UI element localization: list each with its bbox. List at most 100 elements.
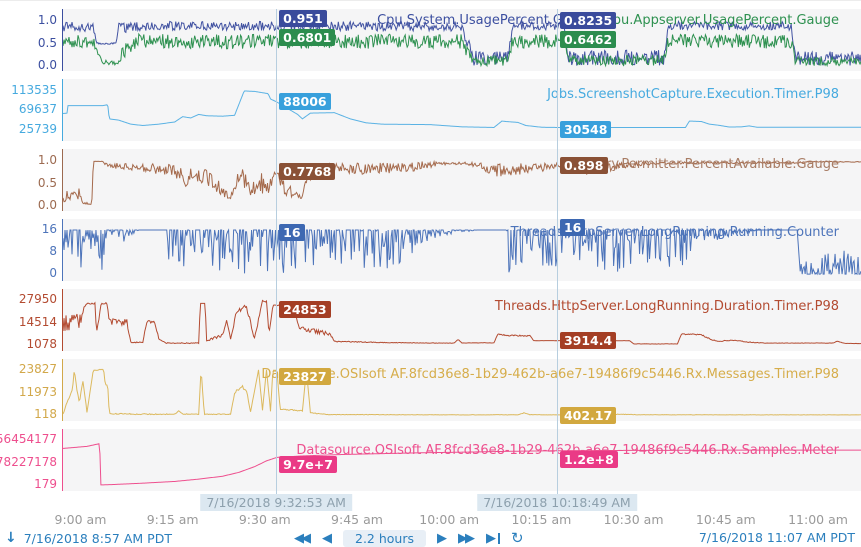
chart-row: 27950 14514 1078 Threads.HttpServer.LongRun… bbox=[0, 289, 861, 351]
toolbar-right: 7/16/2018 11:07 AM PDT bbox=[699, 530, 855, 545]
chart-row: 113535 69637 25739 Jobs.ScreenshotCapture.E… bbox=[0, 79, 861, 141]
toolbar-left: ↓ 7/16/2018 8:57 AM PDT bbox=[5, 530, 172, 547]
x-axis-tick-label: 9:45 am bbox=[331, 512, 383, 527]
y-axis-tick-label: 1.0 bbox=[37, 153, 57, 168]
series-line bbox=[63, 300, 861, 344]
cursor-value-badge: 16 bbox=[279, 223, 305, 241]
down-arrow-icon[interactable]: ↓ bbox=[5, 530, 17, 546]
cursor-value-badge: 0.6462 bbox=[559, 31, 617, 49]
y-axis-tick-label: 0.5 bbox=[37, 35, 57, 50]
series-line bbox=[63, 369, 861, 415]
y-axis-tick-label: 16 bbox=[41, 222, 57, 237]
chart-series-canvas bbox=[63, 429, 861, 491]
cursor-value-badge: 402.17 bbox=[559, 407, 617, 425]
skip-to-end-button[interactable]: ▶ bbox=[486, 530, 500, 547]
y-axis-tick-label: 1.0 bbox=[37, 13, 57, 28]
y-axis-tick-label: 0.0 bbox=[37, 57, 57, 71]
y-axis-labels: 56454177 78227178 179 bbox=[0, 429, 62, 491]
y-axis-tick-label: 118 bbox=[34, 407, 57, 421]
chart-plot-area[interactable]: Datasource.OSIsoft AF.8fcd36e8-1b29-462b… bbox=[62, 359, 861, 421]
y-axis-tick-label: 0 bbox=[49, 266, 57, 281]
y-axis-tick-label: 113535 bbox=[11, 82, 57, 97]
time-toolbar: ↓ 7/16/2018 8:57 AM PDT ◀◀ ◀ 2.2 hours ▶… bbox=[0, 530, 861, 547]
fast-backward-button[interactable]: ◀◀ bbox=[294, 531, 311, 546]
chart-plot-area[interactable]: Memory.Permitter.PercentAvailable.Gauge bbox=[62, 149, 861, 211]
chart-row: 23827 11973 118 Datasource.OSIsoft AF.8fcd3… bbox=[0, 359, 861, 421]
y-axis-tick-label: 23827 bbox=[18, 362, 57, 377]
x-axis-tick-label: 10:45 am bbox=[695, 512, 756, 527]
x-axis-tick-label: 11:00 am bbox=[788, 512, 848, 527]
time-range-button[interactable]: 2.2 hours bbox=[343, 530, 426, 547]
step-backward-button[interactable]: ◀ bbox=[322, 531, 332, 546]
chart-series-canvas bbox=[63, 359, 861, 421]
series-line bbox=[63, 230, 861, 274]
range-start-time: 7/16/2018 8:57 AM PDT bbox=[23, 531, 172, 546]
cursor-value-badge: 24853 bbox=[279, 300, 331, 318]
chart-plot-area[interactable]: Threads.HttpServer.LongRunning.Duration.… bbox=[62, 289, 861, 351]
y-axis-labels: 23827 11973 118 bbox=[0, 359, 62, 421]
cursor-value-badge: 1.2e+8 bbox=[559, 450, 618, 468]
chart-plot-area[interactable]: Threads.HttpServer.LongRunning.Running.C… bbox=[62, 219, 861, 281]
step-forward-button[interactable]: ▶ bbox=[437, 531, 447, 546]
y-axis-tick-label: 1078 bbox=[26, 337, 57, 351]
toolbar-nav: ◀◀ ◀ 2.2 hours ▶ ▶▶ ▶ ↻ bbox=[294, 530, 524, 547]
refresh-button[interactable]: ↻ bbox=[511, 529, 524, 547]
chart-plot-area[interactable]: Cpu.System.UsagePercent.Gauge, Cpu.Appse… bbox=[62, 9, 861, 71]
cursor-value-badge: 88006 bbox=[279, 92, 331, 110]
x-axis-tick-label: 10:30 am bbox=[603, 512, 664, 527]
chart-series-canvas bbox=[63, 79, 861, 141]
series-line bbox=[63, 21, 861, 65]
series-line bbox=[63, 161, 861, 204]
y-axis-tick-label: 11973 bbox=[18, 384, 57, 399]
range-end-time: 7/16/2018 11:07 AM PDT bbox=[698, 530, 855, 545]
y-axis-labels: 16 8 0 bbox=[0, 219, 62, 281]
x-axis-tick-label: 10:15 am bbox=[511, 512, 572, 527]
y-axis-tick-label: 179 bbox=[34, 477, 57, 491]
cursor-value-badge: 0.6801 bbox=[279, 29, 336, 47]
chart-row: 1.0 0.5 0.0 Memory.Permitter.PercentAvailab… bbox=[0, 149, 861, 211]
series-line bbox=[63, 444, 861, 485]
y-axis-tick-label: 27950 bbox=[18, 292, 57, 307]
y-axis-tick-label: 14514 bbox=[18, 314, 57, 329]
series-line bbox=[63, 91, 861, 127]
cursor-value-badge: 16 bbox=[559, 219, 586, 236]
y-axis-labels: 113535 69637 25739 bbox=[0, 79, 62, 141]
time-cursor[interactable] bbox=[556, 9, 558, 494]
x-axis-tick-label: 9:15 am bbox=[146, 512, 199, 527]
y-axis-tick-label: 78227178 bbox=[0, 454, 57, 469]
chart-row: 1.0 0.5 0.0 Cpu.System.UsagePercent.Gauge, … bbox=[0, 9, 861, 71]
y-axis-tick-label: 0.0 bbox=[37, 197, 57, 211]
fast-forward-button[interactable]: ▶▶ bbox=[458, 531, 475, 546]
chart-series-canvas bbox=[63, 289, 861, 351]
end-bar-icon bbox=[497, 533, 500, 544]
x-axis-tick-label: 9:00 am bbox=[54, 512, 107, 527]
cursor-time-label: 7/16/2018 10:18:49 AM bbox=[477, 494, 637, 511]
cursor-value-badge: 0.8235 bbox=[559, 12, 617, 30]
cursor-value-badge: 30548 bbox=[559, 121, 612, 139]
y-axis-tick-label: 0.5 bbox=[37, 175, 57, 190]
chart-row: 56454177 78227178 179 Datasource.OSIsoft AF… bbox=[0, 429, 861, 491]
cursor-value-badge: 23827 bbox=[279, 367, 331, 385]
cursor-value-badge: 3914.4 bbox=[559, 332, 617, 350]
chart-plot-area[interactable]: Jobs.ScreenshotCapture.Execution.Timer.P… bbox=[62, 79, 861, 141]
cursor-value-badge: 9.7e+7 bbox=[279, 455, 337, 473]
y-axis-labels: 1.0 0.5 0.0 bbox=[0, 9, 62, 71]
y-axis-tick-label: 8 bbox=[49, 244, 57, 259]
series-line bbox=[63, 34, 861, 66]
y-axis-tick-label: 56454177 bbox=[0, 432, 57, 447]
time-cursor[interactable] bbox=[276, 9, 278, 494]
y-axis-tick-label: 25739 bbox=[18, 121, 57, 136]
x-axis: 9:00 am 9:15 am 9:30 am 9:45 am 10:00 am 10:1… bbox=[0, 512, 861, 528]
chart-plot-area[interactable]: Datasource.OSIsoft AF.8fcd36e8-1b29-462b… bbox=[62, 429, 861, 491]
y-axis-labels: 27950 14514 1078 bbox=[0, 289, 62, 351]
chart-series-canvas bbox=[63, 219, 861, 281]
chart-row: 16 8 0 Threads.HttpServer.LongRunning.Runni… bbox=[0, 219, 861, 281]
chart-series-canvas bbox=[63, 9, 861, 71]
x-axis-tick-label: 9:30 am bbox=[238, 512, 291, 527]
x-axis-tick-label: 10:00 am bbox=[419, 512, 480, 527]
cursor-time-label: 7/16/2018 9:32:53 AM bbox=[200, 494, 352, 511]
y-axis-tick-label: 69637 bbox=[18, 102, 57, 117]
cursor-value-badge: 0.898 bbox=[559, 157, 608, 175]
cursor-value-badge: 0.951 bbox=[279, 10, 327, 28]
